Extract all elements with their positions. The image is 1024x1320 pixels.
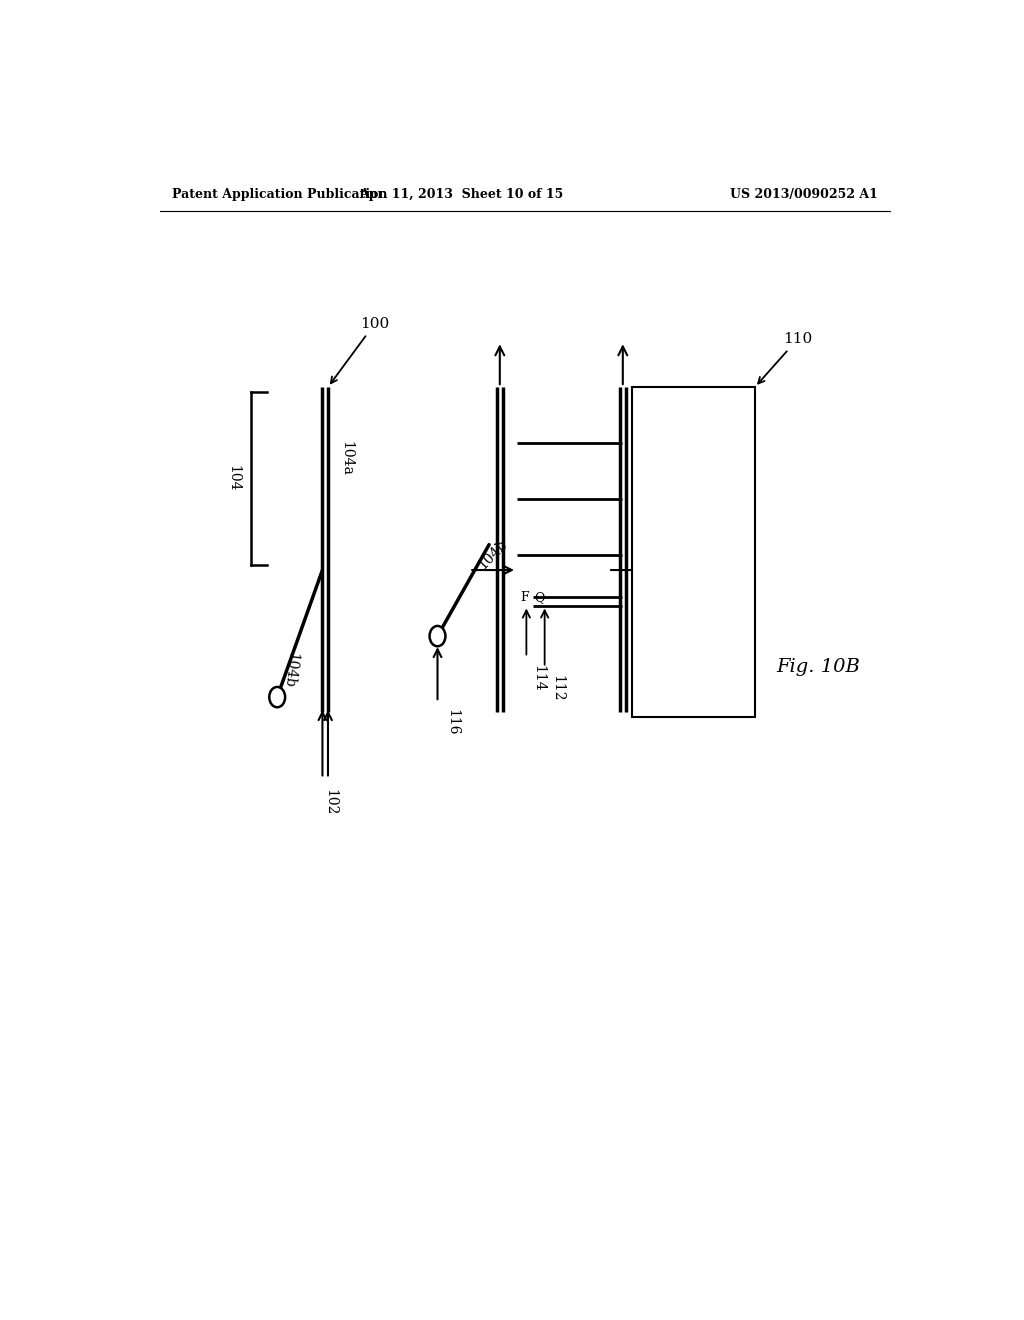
Text: Apr. 11, 2013  Sheet 10 of 15: Apr. 11, 2013 Sheet 10 of 15 [359,189,563,202]
Circle shape [430,626,445,647]
Text: US 2013/0090252 A1: US 2013/0090252 A1 [730,189,878,202]
Text: 104a: 104a [339,441,353,475]
Bar [632,387,755,718]
Text: 112: 112 [550,675,564,701]
Circle shape [269,686,285,708]
Text: Patent Application Publication: Patent Application Publication [172,189,387,202]
Text: Fig. 10B: Fig. 10B [776,657,860,676]
Text: 116: 116 [445,709,460,735]
Text: 100: 100 [331,317,389,383]
Text: 104b: 104b [282,652,299,689]
Text: 110: 110 [758,333,812,384]
Text: 102: 102 [324,788,338,814]
Text: F: F [520,591,528,605]
Text: 114: 114 [531,664,545,692]
Text: 104: 104 [226,466,241,492]
Text: 104b: 104b [475,537,510,572]
Text: Q: Q [535,591,545,605]
